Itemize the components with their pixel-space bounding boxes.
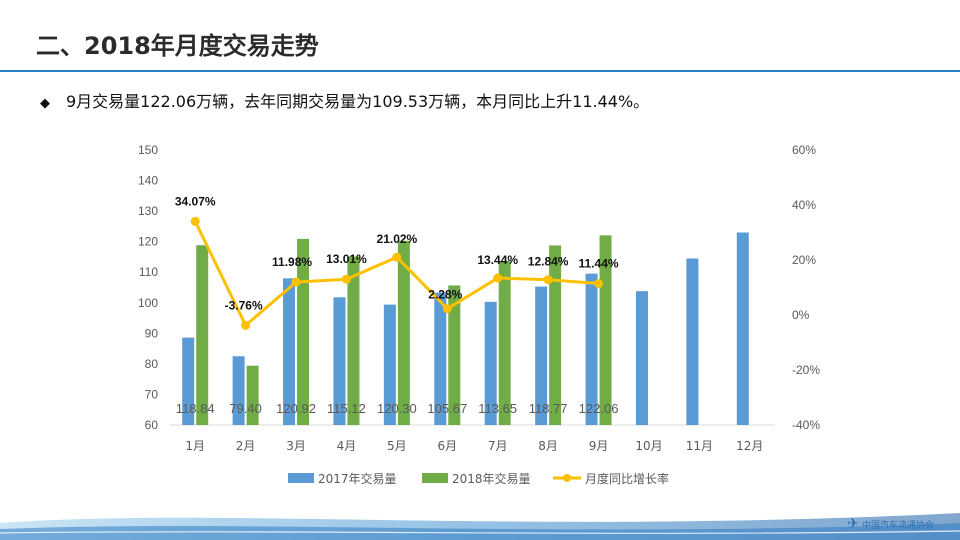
summary-text: 9月交易量122.06万辆，去年同期交易量为109.53万辆，本月同比上升11.… [66, 92, 650, 111]
bar-2018 [196, 245, 209, 425]
bar-2018-data-label: 105.67 [427, 401, 467, 416]
rate-point [190, 216, 200, 226]
title-divider [0, 70, 960, 72]
combo-chart: 60 70 80 90 100 110 120 130 140 150 -40% -20% 0% 20% 4… [138, 143, 820, 486]
bar-2017 [283, 278, 296, 425]
x-axis-tick-label: 2月 [236, 439, 256, 453]
bar-2018 [297, 238, 310, 425]
x-axis-tick-label: 10月 [635, 439, 662, 453]
bar-2018-data-label: 122.06 [579, 401, 619, 416]
bar-2017 [383, 304, 396, 425]
x-axis-tick-label: 1月 [185, 439, 205, 453]
bar-2018-data-label: 115.12 [327, 401, 366, 416]
rate-data-label: 21.02% [377, 232, 418, 246]
rate-data-label: 34.07% [175, 194, 216, 208]
bar-2017 [182, 337, 195, 425]
legend-swatch-rate-dot [563, 474, 571, 482]
bar-2017 [585, 273, 598, 425]
left-axis-tick-label: 100 [138, 296, 158, 310]
left-axis-tick-label: 130 [138, 204, 158, 218]
legend-label-rate: 月度同比增长率 [585, 471, 669, 486]
right-axis-tick-label: -40% [792, 418, 820, 432]
left-axis-tick-label: 150 [138, 143, 158, 157]
left-axis-tick-label: 140 [138, 174, 158, 188]
x-axis-tick-label: 3月 [286, 439, 306, 453]
legend-label-2018: 2018年交易量 [452, 471, 531, 486]
x-axis-tick-label: 8月 [538, 439, 558, 453]
rate-data-label: 13.01% [326, 252, 367, 266]
summary-bullet: 9月交易量122.06万辆，去年同期交易量为109.53万辆，本月同比上升11.… [40, 88, 649, 112]
right-axis-tick-label: 40% [792, 198, 816, 212]
association-logo: ✈ 中国汽车流通协会 [847, 516, 934, 532]
x-axis-tick-label: 12月 [736, 439, 763, 453]
bar-2018 [246, 365, 259, 425]
bar-2017 [434, 292, 447, 425]
x-axis-tick-label: 9月 [589, 439, 609, 453]
rate-point [241, 320, 251, 330]
bar-2018-data-label: 118.84 [176, 401, 215, 416]
left-axis-tick-label: 110 [139, 265, 158, 279]
bar-2017 [232, 356, 245, 425]
bar-2017 [686, 258, 699, 425]
left-axis-tick-label: 120 [138, 235, 158, 249]
bar-2018-data-label: 79.40 [229, 401, 262, 416]
bar-2017 [635, 291, 648, 425]
bar-2017 [535, 286, 548, 425]
legend-swatch-2018 [422, 473, 448, 483]
bar-2018-data-label: 113.65 [478, 401, 517, 416]
rate-point [341, 274, 351, 284]
rate-data-label: -3.76% [225, 298, 263, 312]
logo-icon: ✈ [847, 516, 859, 532]
x-axis-tick-label: 6月 [437, 439, 457, 453]
right-axis-tick-label: 0% [792, 308, 810, 322]
page-title: 二、2018年月度交易走势 [36, 32, 319, 60]
left-axis-tick-label: 70 [145, 387, 159, 401]
legend-label-2017: 2017年交易量 [318, 471, 397, 486]
bar-2018 [347, 256, 360, 425]
x-axis-tick-label: 5月 [387, 439, 407, 453]
bar-2018 [498, 261, 511, 425]
bar-2018-data-label: 118.77 [529, 401, 568, 416]
rate-data-label: 13.44% [477, 253, 518, 267]
right-axis-tick-label: 60% [792, 143, 816, 157]
right-axis-tick-label: 20% [792, 253, 816, 267]
bar-2017 [484, 301, 497, 425]
bar-2018-data-label: 120.92 [276, 401, 316, 416]
rate-point [594, 279, 604, 289]
x-axis-tick-label: 11月 [686, 439, 713, 453]
left-axis-tick-label: 80 [145, 357, 159, 371]
rate-point [442, 304, 452, 314]
rate-point [291, 277, 301, 287]
footer-wave-decoration [0, 513, 960, 540]
left-axis-tick-label: 90 [145, 326, 159, 340]
bar-2017 [333, 297, 346, 425]
rate-point [392, 252, 402, 262]
rate-data-label: 11.44% [579, 257, 619, 271]
x-axis-tick-label: 7月 [488, 439, 508, 453]
rate-data-label: 11.98% [272, 255, 312, 269]
x-axis-tick-label: 4月 [337, 439, 357, 453]
bar-2018-data-label: 120.30 [377, 401, 417, 416]
bar-2017 [736, 232, 749, 425]
rate-point [543, 275, 553, 285]
right-axis-tick-label: -20% [792, 363, 820, 377]
rate-data-label: 2.28% [428, 288, 462, 302]
bar-2018 [397, 240, 410, 425]
bar-2018 [549, 245, 562, 425]
bar-2018 [448, 285, 461, 425]
left-axis-tick-label: 60 [145, 418, 159, 432]
rate-data-label: 12.84% [528, 255, 569, 269]
legend-swatch-2017 [288, 473, 314, 483]
rate-point [493, 273, 503, 283]
